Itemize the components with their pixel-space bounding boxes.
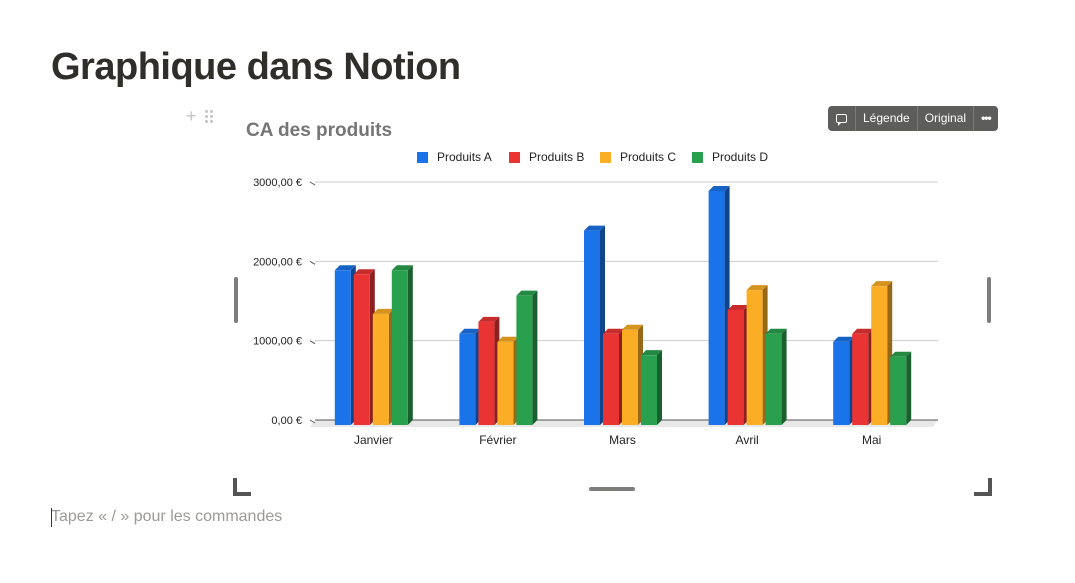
empty-block-placeholder[interactable]: Tapez « / » pour les commandes [51,508,283,525]
block-handle: + [186,107,213,125]
y-tick-label: 2000,00 € [253,256,302,268]
more-options-icon[interactable]: ••• [981,111,992,125]
bar [622,329,638,425]
add-block-icon[interactable]: + [186,106,197,126]
page-title: Graphique dans Notion [51,46,461,88]
chart-title: CA des produits [246,120,392,141]
bar [765,333,782,425]
axis-tick [309,419,316,424]
bar-top [391,265,413,271]
bar-side [906,351,912,425]
comment-button[interactable] [828,106,856,131]
bar [852,333,869,425]
image-toolbar: Légende Original ••• [828,106,998,131]
bar [353,274,370,425]
y-tick-label: 1000,00 € [253,336,302,348]
x-tick-label: Janvier [354,433,393,447]
bar [516,295,533,425]
bar-top [372,308,394,314]
bar-top [765,328,787,334]
legend-swatch [600,152,611,163]
bar-top [516,290,538,296]
bar-top [497,336,519,342]
drag-handle-icon[interactable] [204,110,213,125]
bar [727,309,744,425]
axis-tick [309,260,316,265]
resize-handle-bottom[interactable] [589,487,635,491]
bar [871,286,888,425]
bar-side [657,350,662,425]
legend-swatch [417,152,428,163]
resize-handle-left[interactable] [234,277,238,323]
bar-top [746,285,768,291]
bar-top [708,185,730,191]
x-tick-label: Avril [736,433,759,447]
legend-swatch [509,152,520,163]
bar [391,270,408,425]
bar [334,270,351,425]
bar-top [584,225,605,231]
bar-top [852,328,874,334]
x-tick-label: Mai [862,433,881,447]
bar-top [459,328,481,334]
bar-top [871,281,893,287]
bar-side [532,290,538,425]
axis-tick [309,181,316,186]
bar-top [890,351,912,357]
bar [708,190,725,425]
bar [603,333,619,425]
resize-corner-bottom-left[interactable] [233,478,251,496]
bar [459,333,476,425]
resize-handle-right[interactable] [987,277,991,323]
bar-top [833,336,855,342]
legend-label: Produits B [529,150,584,164]
bar-top [334,265,356,271]
axis-tick [309,340,316,345]
bar [890,356,907,425]
text-cursor [51,508,52,527]
bar [833,341,850,425]
bar [497,341,514,425]
bar [641,355,657,425]
legend-label: Produits A [437,150,492,164]
legend-label: Produits D [712,150,768,164]
resize-corner-bottom-right[interactable] [974,478,992,496]
bar-top [641,350,662,356]
bar [478,321,495,425]
bar [584,230,600,425]
bar-side [781,328,787,425]
bar-top [353,269,375,275]
caption-button[interactable]: Légende [856,106,918,131]
x-tick-label: Février [479,433,516,447]
legend-label: Produits C [620,150,676,164]
original-button[interactable]: Original [918,106,975,131]
y-tick-label: 3000,00 € [253,177,302,189]
bar [746,290,763,425]
legend-swatch [692,152,703,163]
bar-top [727,304,749,310]
y-tick-label: 0,00 € [271,415,302,427]
bar-top [478,316,500,322]
bar-side [407,265,413,425]
bar-top [603,328,624,334]
x-tick-label: Mars [609,433,636,447]
bar-top [622,324,643,330]
comment-icon [836,114,847,126]
bar [372,313,389,425]
